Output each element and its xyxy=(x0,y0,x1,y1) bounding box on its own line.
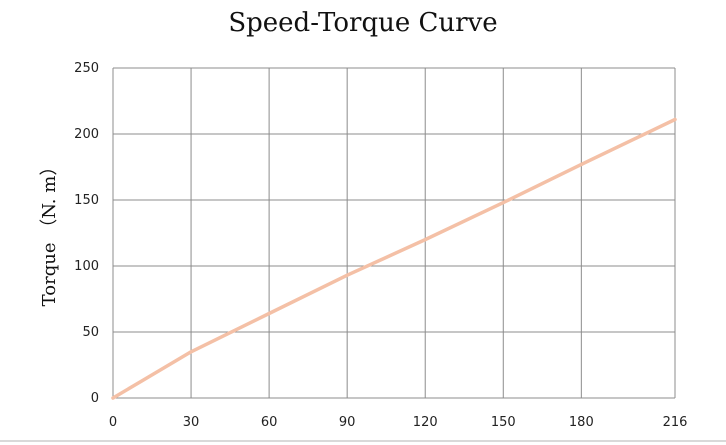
x-tick-label: 0 xyxy=(109,415,117,430)
x-tick-label: 60 xyxy=(261,415,278,430)
x-tick-label: 120 xyxy=(413,415,438,430)
x-tick-label: 216 xyxy=(663,415,688,430)
data-point xyxy=(189,350,193,354)
data-point xyxy=(423,238,427,242)
series-line xyxy=(111,117,677,400)
y-tick-label: 150 xyxy=(74,193,99,208)
y-tick-label: 50 xyxy=(82,325,99,340)
data-point xyxy=(267,311,271,316)
x-tick-label: 30 xyxy=(183,415,200,430)
y-tick-label: 100 xyxy=(74,259,99,274)
data-point xyxy=(673,117,677,122)
bottom-divider xyxy=(0,440,726,442)
y-tick-label: 0 xyxy=(91,391,99,406)
x-tick-label: 150 xyxy=(491,415,516,430)
data-point xyxy=(501,201,505,205)
data-point xyxy=(111,396,115,400)
x-tick-label: 180 xyxy=(569,415,594,430)
y-tick-label: 200 xyxy=(74,127,99,142)
data-point xyxy=(345,273,349,277)
data-point xyxy=(579,162,583,166)
y-tick-label: 250 xyxy=(74,61,99,76)
x-tick-label: 90 xyxy=(339,415,356,430)
chart-title: Speed-Torque Curve xyxy=(228,8,498,38)
